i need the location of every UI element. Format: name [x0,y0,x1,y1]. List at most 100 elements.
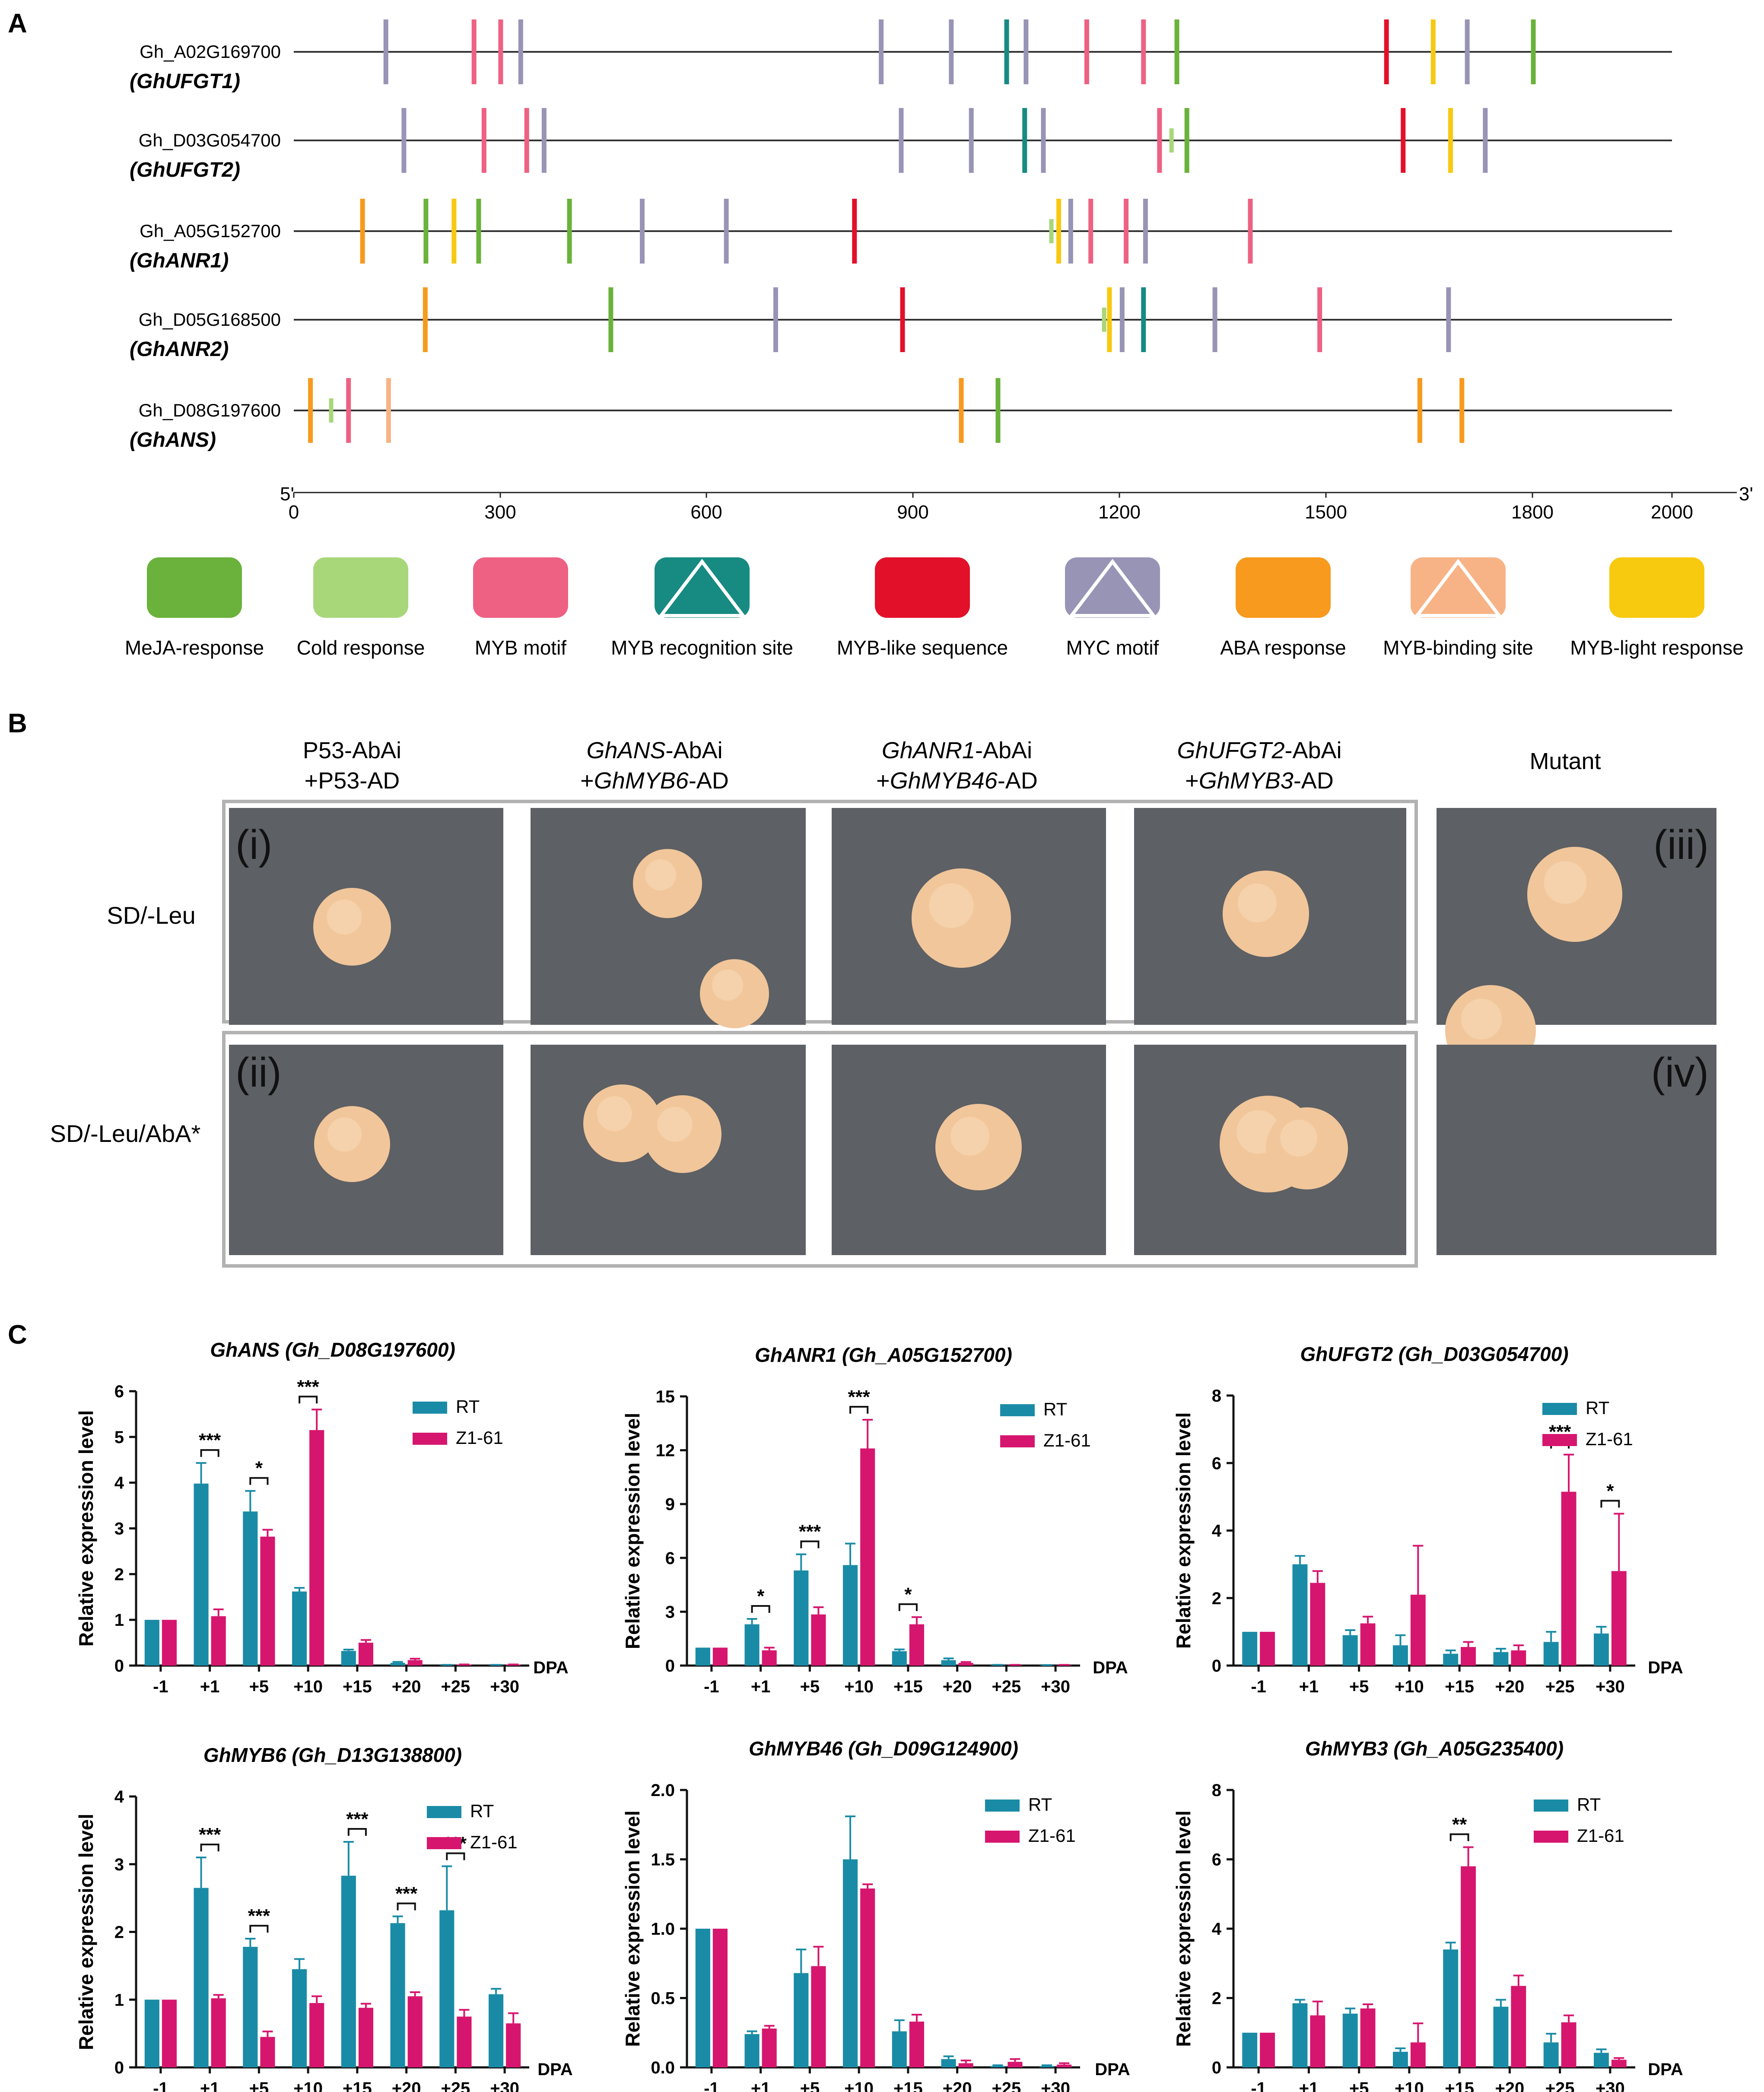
plate-roman-label: (i) [235,822,272,868]
x-axis-label: DPA [533,1658,568,1677]
frame-sd-leu [222,800,1418,1024]
bar-rt [843,1565,858,1666]
x-tick-label: +15 [343,1677,372,1696]
x-tick-label: +25 [992,1677,1021,1696]
legend-item-myb_like: MYB-like sequence [837,557,1008,659]
panel-b-label: B [8,709,27,738]
x-tick-label: +25 [441,1677,470,1696]
y-tick-label: 4 [114,1474,124,1493]
bar-z1-61 [1511,1986,1526,2067]
legend-swatch [1236,557,1331,618]
y-axis-label: Relative expression level [1172,1810,1195,2047]
significance-label: *** [395,1883,418,1904]
bar-rt [843,1859,858,2067]
legend-swatch-z1-61 [1542,1434,1577,1446]
bar-rt [439,1910,455,2067]
bar-rt [1594,2053,1609,2067]
x-axis-label: DPA [1648,1658,1683,1677]
significance-bracket [249,1925,269,1933]
legend-label: MYB recognition site [611,636,793,659]
gene-id: Gh_D08G197600 [139,400,281,420]
significance-label: * [904,1584,912,1605]
legend-label: Cold response [297,636,425,659]
gene-row: Gh_D05G168500 (GhANR2) [130,287,1672,361]
y-tick-label: 2 [1212,1989,1221,2008]
bar-rt [390,1923,405,2067]
significance-label: *** [346,1809,369,1830]
bar-z1-61 [1057,2064,1072,2067]
x-tick-label: +25 [992,2079,1021,2092]
y-tick-label: 15 [656,1387,675,1406]
bar-rt [1543,2042,1559,2067]
legend-label: Z1-61 [1586,1429,1633,1449]
bar-chart: GhMYB3 (Gh_A05G235400) 0 2 4 6 8 Relative expr… [1172,1737,1683,2092]
bar-rt [794,1570,809,1666]
axis-tick-label: 600 [690,502,722,523]
axis-tick-label: 1800 [1511,502,1554,523]
bar-rt [1342,1635,1358,1666]
legend-label: MYB-like sequence [837,636,1008,659]
colony-highlight [1238,884,1277,922]
bar-rt [144,2000,159,2067]
promoter-map: Gh_A02G169700 (GhUFGT1) Gh_D03G054700 (GhUF… [130,19,1672,451]
bar-rt [194,1483,209,1666]
legend-swatch [313,557,408,618]
bar-z1-61 [1260,1631,1275,1666]
bar-rt [794,1973,809,2067]
legend-swatch [147,557,242,618]
gene-row: Gh_D03G054700 (GhUFGT2) [130,108,1672,181]
construct-prey: +GhMYB3-AD [1185,768,1334,794]
x-tick-label: +30 [490,1677,519,1696]
significance-bracket [898,1603,918,1611]
bar-z1-61 [1360,1623,1376,1666]
bar-z1-61 [1410,1594,1426,1666]
bar-rt [292,1969,307,2067]
legend-item-meja: MeJA-response [125,557,264,659]
significance-label: * [255,1458,263,1479]
x-tick-label: +15 [1445,2079,1474,2092]
y-tick-label: 1.0 [651,1920,675,1939]
legend-swatch-z1-61 [1534,1831,1568,1843]
y-tick-label: 8 [1212,1386,1221,1405]
bar-rt [390,1663,405,1666]
y-tick-label: 3 [114,1855,124,1874]
colony-highlight [1461,998,1502,1040]
chart-title: GhANR1 (Gh_A05G152700) [755,1344,1012,1366]
bar-rt [341,1876,356,2067]
x-tick-label: +30 [1596,1677,1625,1696]
legend-swatch-rt [427,1806,461,1818]
bar-rt [243,1511,258,1666]
legend-item-myb_binding: MYB-binding site [1383,557,1533,659]
legend-label: RT [1586,1398,1609,1418]
x-tick-label: +10 [293,2079,323,2092]
legend-swatch [655,557,750,618]
bar-rt [1292,2003,1308,2067]
y-tick-label: 9 [665,1495,675,1514]
yeast-plate [832,1045,1106,1255]
bar-z1-61 [860,1448,875,1666]
x-tick-label: +15 [893,2079,923,2092]
yeast-plate [1437,808,1716,1076]
bar-z1-61 [1611,2060,1627,2067]
mutant-header: Mutant [1529,748,1601,774]
bar-z1-61 [712,1929,728,2067]
legend-label: RT [1577,1794,1601,1815]
y-tick-label: 0 [114,1656,124,1676]
colony-highlight [950,1117,989,1156]
legend-item-myb_motif: MYB motif [473,557,568,659]
axis-start-label: 5' [280,483,294,505]
bar-z1-61 [811,1966,826,2067]
legend-label: MYC motif [1066,636,1159,659]
y-tick-label: 1 [114,1990,124,2009]
bar-chart: GhANR1 (Gh_A05G152700) 0 3 6 9 12 15 Relative e… [621,1344,1128,1696]
bar-rt [1393,1645,1408,1666]
legend-label: MYB-binding site [1383,636,1533,659]
construct-headers: P53-AbAi +P53-AD GhANS-AbAi +GhMYB6-AD GhANR… [303,738,1342,794]
bar-rt [892,1651,907,1666]
x-tick-label: +1 [200,2079,220,2092]
legend-label: Z1-61 [470,1832,518,1852]
y-axis-label: Relative expression level [75,1814,97,2050]
x-tick-label: +25 [1545,2079,1575,2092]
x-tick-label: -1 [1251,1677,1266,1696]
x-tick-label: +10 [1395,2079,1424,2092]
